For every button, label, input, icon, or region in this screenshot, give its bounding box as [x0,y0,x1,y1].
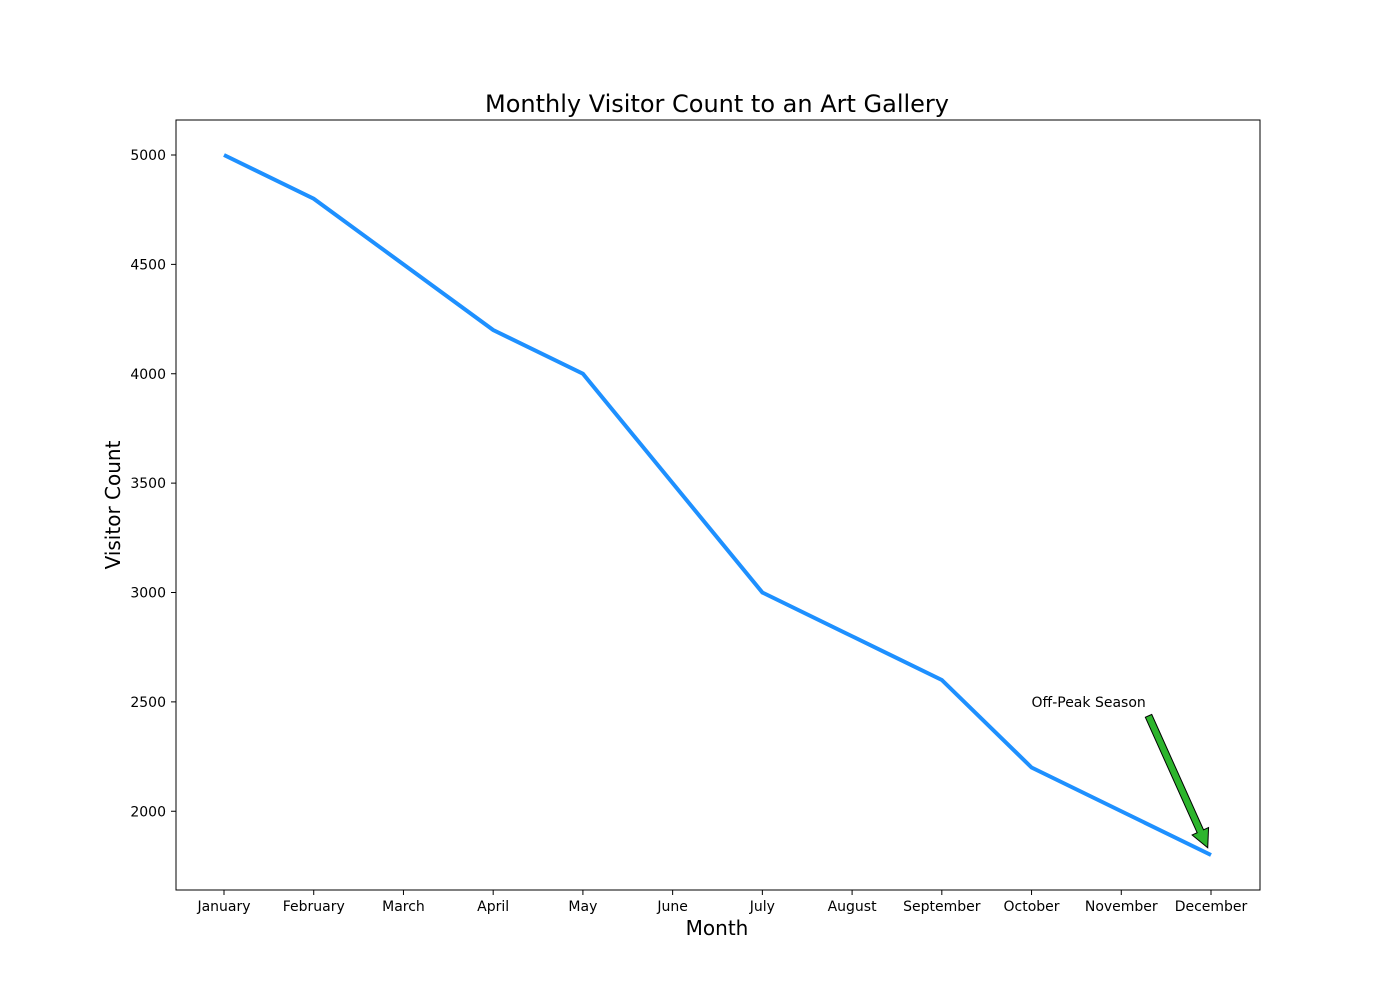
y-axis: 2000 2500 3000 3500 4000 4500 5000 [130,148,176,820]
x-tick-label: October [1004,899,1060,915]
annotation-arrow [1144,713,1210,849]
annotation-layer: Off-Peak Season [1032,695,1210,849]
x-tick-label: November [1085,899,1158,915]
y-tick-label: 5000 [130,148,166,164]
y-tick-label: 4000 [130,367,166,383]
plot-area [175,119,1261,891]
x-tick-label: January [196,899,250,915]
x-tick-label: December [1175,899,1248,915]
y-axis-label: Visitor Count [101,440,125,569]
x-tick-label: September [903,899,981,915]
x-tick-label: August [828,899,878,915]
x-tick-label: May [568,899,597,915]
x-tick-label: February [283,899,345,915]
x-axis-label: Month [686,916,749,940]
x-tick-label: April [477,899,509,915]
x-tick-label: June [656,899,688,915]
chart-title: Monthly Visitor Count to an Art Gallery [485,90,949,118]
series-layer [223,153,1212,857]
series-line [223,153,1212,857]
x-tick-label: March [382,899,425,915]
x-tick-label: July [749,899,775,915]
y-tick-label: 2000 [130,804,166,820]
y-tick-label: 4500 [130,257,166,273]
annotation-label: Off-Peak Season [1032,695,1146,711]
x-axis: January February March April May June July Augu… [196,890,1248,915]
y-tick-label: 2500 [130,695,166,711]
y-tick-label: 3500 [130,476,166,492]
y-tick-label: 3000 [130,586,166,602]
